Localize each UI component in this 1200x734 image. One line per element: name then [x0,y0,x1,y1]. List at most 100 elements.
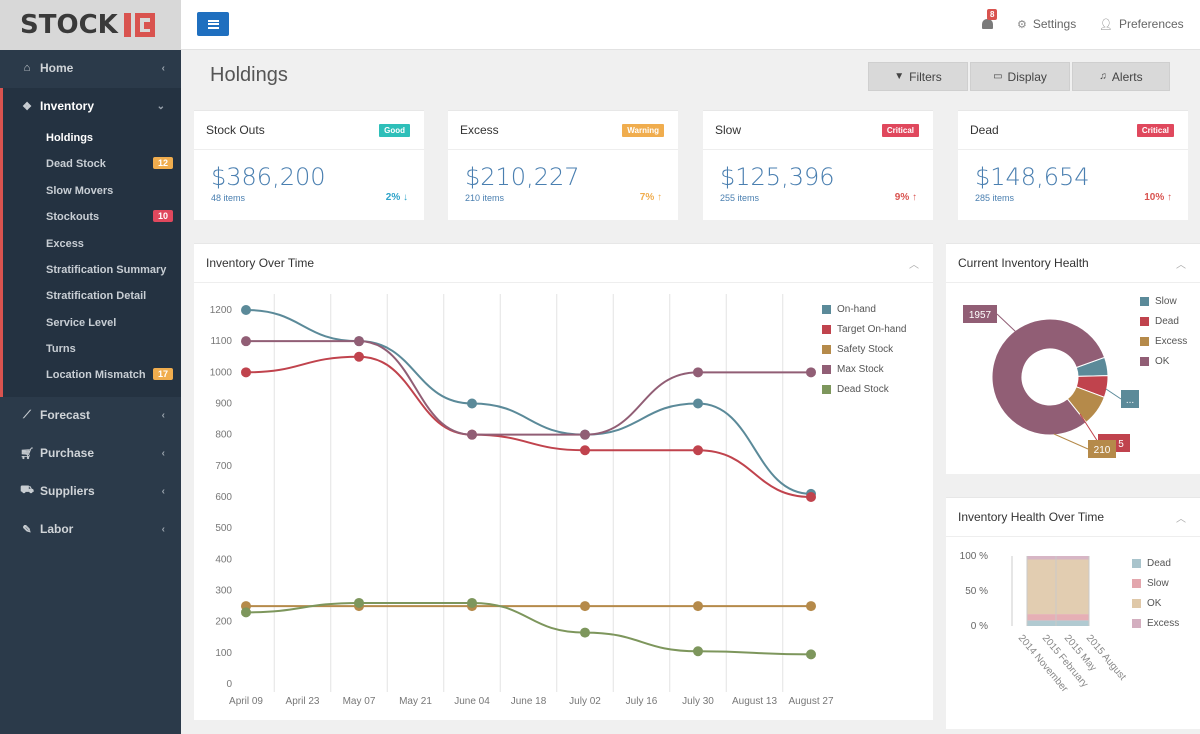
legend-item[interactable]: Excess [1132,618,1179,629]
y-tick-label: 1100 [210,336,232,347]
submenu-item-stratification-summary[interactable]: Stratification Summary [46,264,167,276]
cart-icon: 🛒︎ [20,447,34,460]
settings-label: Settings [1032,17,1077,31]
data-point [806,601,816,612]
location-mismatch-badge: 17 [152,368,173,380]
chevron-left-icon: ‹ [161,62,165,74]
status-badge: Critical [881,124,919,137]
arrow-up-icon: ↑ [1167,192,1172,203]
data-point [241,305,251,315]
legend-item[interactable]: OK [1140,356,1169,367]
legend-item[interactable]: Target On-hand [822,324,907,335]
chevron-up-icon[interactable]: ︿ [909,260,919,271]
kpi-title: Dead [970,123,999,137]
kpi-title: Slow [715,123,742,137]
submenu-item-holdings[interactable]: Holdings [46,132,94,144]
menu-toggle-button[interactable] [197,12,229,36]
kpi-title: Stock Outs [206,123,265,137]
logo[interactable]: STOCK [0,0,181,50]
legend-item[interactable]: Safety Stock [822,344,893,355]
sidebar-item-labor[interactable]: ✎ Labor ‹ [0,511,181,547]
legend-label: Slow [1155,296,1177,307]
kpi-card-excess[interactable]: Excess Warning $210,227 210 items 7% ↑ [448,110,678,220]
inventory-over-time-panel: Inventory Over Time ︿ 0 100 200 300 400 500 60… [194,243,933,720]
data-point [806,649,816,660]
x-tick-label: June 04 [454,696,490,707]
x-tick-label: April 23 [286,696,320,707]
inventory-submenu [0,88,181,397]
callout-label: 210 [1094,445,1111,456]
legend-item[interactable]: On-hand [822,304,876,315]
y-tick-label: 900 [215,399,232,410]
y-tick-label: 700 [215,461,232,472]
y-tick-label: 400 [215,554,232,565]
stack-segment [1027,614,1089,621]
chevron-up-icon[interactable]: ︿ [1176,514,1186,525]
sidebar-item-suppliers[interactable]: ⛟ Suppliers ‹ [0,473,181,509]
kpi-percent: 10% ↑ [1144,192,1172,203]
chevron-up-icon[interactable]: ︿ [1176,260,1186,271]
alerts-button[interactable]: ♫ Alerts [1072,62,1170,91]
panel-title: Inventory Over Time [206,256,315,270]
x-tick-label: August 13 [732,696,777,707]
chevron-down-icon: ⌄ [156,100,165,112]
callout-box [1088,440,1116,458]
legend-item[interactable]: Slow [1132,578,1169,589]
legend-item[interactable]: Dead [1132,558,1171,569]
x-tick-label: July 16 [626,696,658,707]
kpi-card-slow[interactable]: Slow Critical $125,396 255 items 9% ↑ [703,110,933,220]
filters-label: Filters [909,69,942,84]
notification-count-badge: 8 [987,9,998,20]
stack-segment [1027,556,1089,560]
submenu-item-turns[interactable]: Turns [46,343,76,355]
kpi-items: 285 items [975,193,1015,203]
notifications-button[interactable] [981,14,995,34]
data-point [580,445,590,456]
submenu-item-stockouts[interactable]: Stockouts [46,211,100,223]
data-point [354,597,364,608]
kpi-card-dead[interactable]: Dead Critical $148,654 285 items 10% ↑ [958,110,1188,220]
y-tick-label: 0 [226,679,232,690]
settings-link[interactable]: ⚙ Settings [1017,17,1076,31]
submenu-item-excess[interactable]: Excess [46,238,84,250]
x-tick-label: May 07 [343,696,376,707]
sidebar-item-home[interactable]: ⌂ Home ‹ [0,50,181,86]
sidebar-item-purchase[interactable]: 🛒︎ Purchase ‹ [0,435,181,471]
truck-icon: ⛟ [20,484,34,496]
data-point [693,367,703,378]
submenu-item-dead-stock[interactable]: Dead Stock [46,158,106,170]
chevron-left-icon: ‹ [161,523,165,535]
sidebar-item-forecast[interactable]: ⟋ Forecast ‹ [0,397,181,433]
kpi-value: $148,654 [975,163,1090,191]
data-point [693,601,703,612]
status-badge: Warning [622,124,664,137]
preferences-label: Preferences [1118,17,1184,31]
legend-item[interactable]: Max Stock [822,364,884,375]
legend-item[interactable]: OK [1132,598,1161,609]
legend-item[interactable]: Slow [1140,296,1177,307]
kpi-items: 48 items [211,193,246,203]
legend-item[interactable]: Excess [1140,336,1187,347]
data-point [580,429,590,440]
sidebar-item-label: Inventory [40,99,95,113]
x-tick-label: July 30 [682,696,714,707]
kpi-card-stock-outs[interactable]: Stock Outs Good $386,200 48 items 2% ↓ [194,110,424,220]
y-tick-label: 200 [215,617,232,628]
data-point [806,367,816,378]
preferences-link[interactable]: 👤︎ Preferences [1099,17,1184,31]
sidebar-item-inventory[interactable]: ❖ Inventory ⌄ [0,88,181,124]
laptop-icon: ▭ [993,71,1003,82]
submenu-item-location-mismatch[interactable]: Location Mismatch [46,369,146,381]
submenu-item-slow-movers[interactable]: Slow Movers [46,185,114,197]
legend-item[interactable]: Dead Stock [822,384,889,395]
filters-button[interactable]: ▼ Filters [868,62,968,91]
data-point [467,429,477,440]
display-button[interactable]: ▭ Display [970,62,1070,91]
data-point [467,398,477,409]
legend-item[interactable]: Dead [1140,316,1179,327]
submenu-item-stratification-detail[interactable]: Stratification Detail [46,290,147,302]
legend-label: Slow [1147,578,1169,589]
stack-segment [1027,620,1089,626]
submenu-item-service-level[interactable]: Service Level [46,317,117,329]
data-point [354,351,364,362]
